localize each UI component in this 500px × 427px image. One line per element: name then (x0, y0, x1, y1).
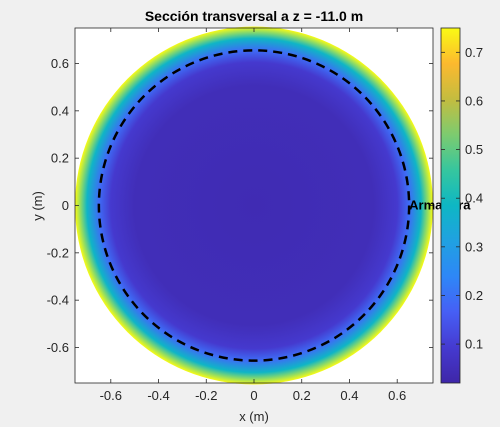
y-tick-label: 0.2 (51, 151, 69, 166)
y-tick-label: 0.6 (51, 56, 69, 71)
colorbar-axis: 0.7 0.6 0.5 0.4 0.3 0.2 0.1 (441, 45, 483, 352)
colorbar-tick-label: 0.7 (465, 45, 483, 60)
colorbar-tick-label: 0.5 (465, 142, 483, 157)
y-tick-label: -0.4 (47, 293, 69, 308)
x-tick-label: -0.2 (195, 388, 217, 403)
x-tick-label: 0.2 (293, 388, 311, 403)
x-axis-label: x (m) (239, 409, 269, 424)
colorbar-tick-label: 0.1 (465, 337, 483, 352)
colorbar (440, 27, 461, 384)
y-tick-label: 0.4 (51, 103, 69, 118)
x-tick-label: -0.6 (100, 388, 122, 403)
y-tick-label: -0.2 (47, 245, 69, 260)
colorbar-tick-label: 0.6 (465, 93, 483, 108)
x-tick-label: 0 (250, 388, 257, 403)
colorbar-tick-label: 0.3 (465, 239, 483, 254)
y-axis: 0.6 0.4 0.2 0 -0.2 -0.4 -0.6 (47, 56, 433, 355)
reinforcement-circle (97, 49, 411, 362)
chart-title: Sección transversal a z = -11.0 m (145, 8, 363, 24)
x-axis: -0.6 -0.4 -0.2 0 0.2 0.4 0.6 (100, 28, 406, 403)
cross-section-disc (75, 26, 433, 385)
colorbar-tick-label: 0.4 (465, 191, 483, 206)
x-tick-label: 0.6 (388, 388, 406, 403)
x-tick-label: -0.4 (147, 388, 169, 403)
reinforcement-annotation: Armadura (409, 198, 471, 213)
y-tick-label: 0 (62, 198, 69, 213)
y-axis-label: y (m) (30, 191, 45, 221)
colorbar-tick-label: 0.2 (465, 288, 483, 303)
x-tick-label: 0.4 (340, 388, 358, 403)
y-tick-label: -0.6 (47, 340, 69, 355)
